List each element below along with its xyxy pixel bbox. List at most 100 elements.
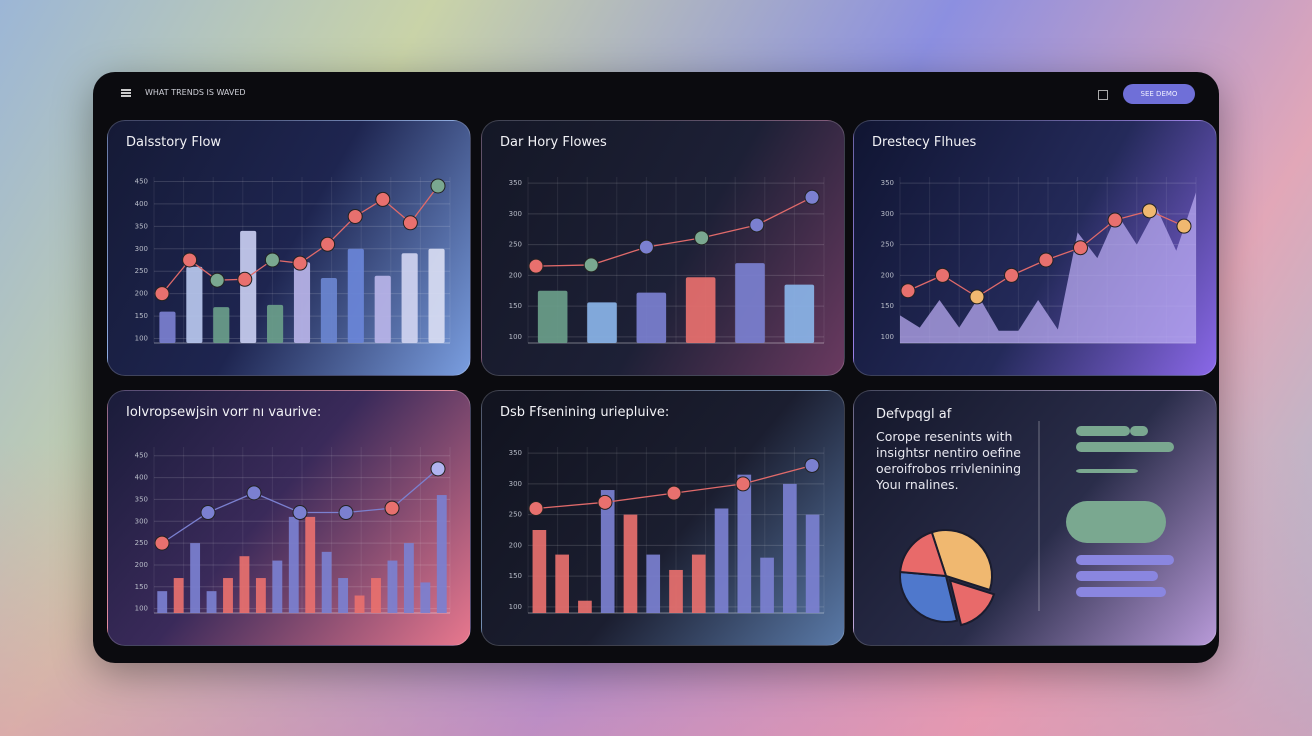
body-text: oeroifrobos rrivlenining bbox=[876, 461, 1021, 476]
y-tick-label: 150 bbox=[135, 583, 148, 591]
y-tick-label: 350 bbox=[509, 179, 522, 187]
bar bbox=[255, 578, 266, 613]
body-text: Corope resenints with bbox=[876, 429, 1012, 444]
line-point bbox=[182, 252, 198, 268]
bar bbox=[371, 578, 381, 613]
line-point bbox=[154, 535, 170, 551]
bar bbox=[436, 495, 447, 613]
bar bbox=[420, 582, 431, 613]
line-point bbox=[804, 189, 820, 205]
placeholder-bar bbox=[1076, 571, 1158, 581]
line-point bbox=[969, 289, 985, 305]
y-tick-label: 100 bbox=[509, 603, 522, 611]
line-point bbox=[1004, 267, 1019, 283]
y-tick-label: 200 bbox=[135, 561, 148, 569]
bar bbox=[272, 560, 283, 613]
panel: Drestecy Flhues 100 150 200 250 300 350 bbox=[853, 120, 1217, 376]
line-point bbox=[804, 457, 820, 473]
bar bbox=[190, 543, 201, 613]
panel: Dsb Ffsenining uriepluive: 100 150 200 250 30… bbox=[481, 390, 845, 646]
y-tick-label: 450 bbox=[135, 452, 148, 460]
line-point bbox=[1038, 252, 1054, 268]
bar bbox=[623, 514, 638, 613]
line-point bbox=[735, 476, 751, 492]
line-point bbox=[528, 500, 544, 516]
panel-canvas: Defvpqgl af Corope resenints withinsights… bbox=[875, 407, 1174, 627]
panel-canvas: Dar Hory Flowes 100 150 200 250 300 350 bbox=[500, 135, 825, 344]
panel: Defvpqgl af Corope resenints with insights… bbox=[853, 390, 1217, 646]
bar bbox=[600, 490, 615, 613]
panel-title: Drestecy Flhues bbox=[872, 135, 976, 150]
line-point bbox=[1073, 240, 1088, 256]
y-tick-label: 400 bbox=[135, 200, 148, 208]
bar bbox=[805, 514, 820, 613]
bar bbox=[374, 275, 391, 343]
line-point bbox=[292, 255, 308, 271]
line bbox=[535, 196, 813, 267]
y-tick-label: 350 bbox=[135, 495, 148, 503]
line-point bbox=[384, 500, 400, 516]
y-tick-label: 450 bbox=[135, 177, 148, 185]
bar bbox=[646, 554, 661, 613]
bar bbox=[267, 304, 284, 343]
placeholder-block bbox=[1066, 501, 1166, 543]
y-tick-label: 100 bbox=[135, 335, 148, 343]
line-point bbox=[347, 208, 363, 224]
bar bbox=[338, 578, 349, 613]
line-point bbox=[900, 283, 916, 299]
y-tick-label: 350 bbox=[509, 449, 522, 457]
y-tick-label: 200 bbox=[881, 271, 894, 279]
line-point bbox=[935, 267, 950, 283]
body-text: insightsr nentiro oefine bbox=[876, 445, 1021, 460]
bar bbox=[240, 230, 257, 343]
bar bbox=[735, 263, 765, 343]
y-tick-label: 150 bbox=[881, 302, 894, 310]
panel: Iolvropsewjsin vorr nı vaurive: 100 150 200… bbox=[107, 390, 471, 646]
bar bbox=[555, 554, 569, 613]
panel-title: Dsb Ffsenining uriepluive: bbox=[500, 405, 669, 420]
y-tick-label: 250 bbox=[135, 539, 148, 547]
placeholder-bar bbox=[1076, 426, 1130, 436]
bar bbox=[578, 600, 592, 613]
pie-slice bbox=[899, 570, 959, 623]
line-point bbox=[528, 258, 544, 274]
line-point bbox=[694, 230, 710, 246]
line-point bbox=[237, 271, 253, 287]
line-point bbox=[1142, 203, 1157, 219]
line-point bbox=[246, 485, 262, 501]
y-tick-label: 200 bbox=[509, 541, 522, 549]
y-tick-label: 150 bbox=[509, 302, 522, 310]
bar bbox=[321, 551, 332, 613]
y-tick-label: 250 bbox=[881, 241, 894, 249]
y-tick-label: 300 bbox=[881, 210, 894, 218]
bar bbox=[387, 560, 398, 613]
y-tick-label: 150 bbox=[135, 312, 148, 320]
bar bbox=[213, 307, 230, 343]
line-point bbox=[264, 252, 280, 268]
bar bbox=[293, 262, 311, 343]
header-title: WHAT TRENDS IS WAVED bbox=[145, 88, 246, 97]
line-point bbox=[1107, 212, 1123, 228]
line-point bbox=[154, 286, 170, 302]
pie-slice bbox=[948, 578, 996, 627]
bar bbox=[587, 302, 617, 343]
y-tick-label: 150 bbox=[509, 572, 522, 580]
bar bbox=[401, 253, 418, 343]
bar bbox=[685, 277, 716, 343]
line-point bbox=[338, 505, 354, 521]
bar bbox=[428, 248, 445, 343]
y-tick-label: 100 bbox=[881, 333, 894, 341]
y-tick-label: 100 bbox=[135, 605, 148, 613]
header-button[interactable]: SEE DEMO bbox=[1123, 84, 1195, 104]
panel: Dalsstory Flow 100 150 200 250 300 350 400 450 bbox=[107, 120, 471, 376]
panel-canvas: Dalsstory Flow 100 150 200 250 300 350 400 450 bbox=[126, 135, 451, 344]
window-icon[interactable] bbox=[1098, 90, 1108, 100]
bar bbox=[636, 292, 667, 343]
line-point bbox=[583, 257, 599, 273]
bar bbox=[173, 578, 184, 613]
line-point bbox=[638, 239, 654, 255]
y-tick-label: 250 bbox=[509, 511, 522, 519]
menu-icon[interactable] bbox=[121, 89, 131, 97]
line-point bbox=[1176, 218, 1192, 234]
line-point bbox=[430, 178, 446, 194]
